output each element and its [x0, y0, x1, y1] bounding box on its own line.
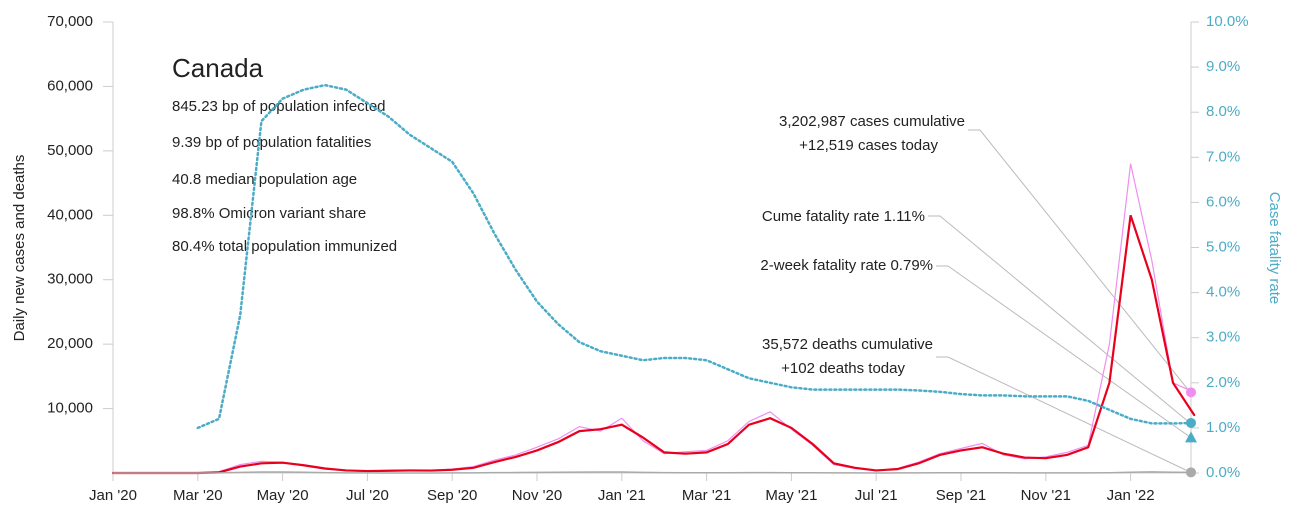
- y2-tick-label: 6.0%: [1206, 193, 1240, 210]
- y2-axis-label: Case fatality rate: [1266, 192, 1283, 305]
- x-tick-label: Jul '21: [855, 487, 898, 504]
- leader-line: [928, 215, 1191, 424]
- leader-lines: [928, 129, 1191, 473]
- y2-tick-label: 3.0%: [1206, 329, 1240, 346]
- series-line: [111, 214, 1196, 475]
- y-tick-label: 60,000: [47, 77, 93, 94]
- y2-tick-label: 8.0%: [1206, 103, 1240, 120]
- chart-title: Canada: [172, 53, 264, 83]
- y-tick-label: 10,000: [47, 400, 93, 417]
- y-tick-label: 20,000: [47, 335, 93, 352]
- y2-tick-label: 7.0%: [1206, 148, 1240, 165]
- end-marker: [1186, 467, 1196, 478]
- x-tick-label: Sep '20: [427, 487, 477, 504]
- x-tick-label: May '21: [765, 487, 817, 504]
- leader-line: [936, 356, 1191, 473]
- y-tick-label: 30,000: [47, 271, 93, 288]
- x-tick-label: Mar '21: [682, 487, 732, 504]
- annotation: 2-week fatality rate 0.79%: [760, 257, 933, 274]
- x-tick-label: Jan '22: [1107, 487, 1155, 504]
- x-tick-label: Jan '20: [89, 487, 137, 504]
- x-tick-label: Sep '21: [936, 487, 986, 504]
- end-marker: [1185, 431, 1197, 443]
- annotation: Cume fatality rate 1.11%: [762, 208, 925, 225]
- x-tick-label: Nov '21: [1021, 487, 1071, 504]
- stat: 98.8% Omicron variant share: [172, 205, 366, 222]
- annotation: 3,202,987 cases cumulative: [779, 113, 965, 130]
- y2-tick-label: 5.0%: [1206, 238, 1240, 255]
- y2-tick-label: 1.0%: [1206, 419, 1240, 436]
- end-marker: [1186, 387, 1196, 398]
- y-axis-label: Daily new cases and deaths: [11, 155, 28, 342]
- x-tick-label: Mar '20: [173, 487, 223, 504]
- annotation: +12,519 cases today: [799, 137, 938, 154]
- y2-tick-label: 9.0%: [1206, 58, 1240, 75]
- stat: 40.8 median population age: [172, 171, 357, 188]
- y2-tick-label: 4.0%: [1206, 284, 1240, 301]
- x-tick-label: May '20: [257, 487, 309, 504]
- y2-tick-label: 0.0%: [1206, 464, 1240, 481]
- annotation: +102 deaths today: [781, 360, 905, 377]
- y2-tick-label: 2.0%: [1206, 374, 1240, 391]
- y-tick-label: 70,000: [47, 13, 93, 30]
- y-tick-label: 40,000: [47, 206, 93, 223]
- series-line: [196, 83, 1196, 430]
- x-tick-label: Nov '20: [512, 487, 562, 504]
- stat: 845.23 bp of population infected: [172, 98, 386, 115]
- annotation: 35,572 deaths cumulative: [762, 336, 933, 353]
- stat: 9.39 bp of population fatalities: [172, 134, 371, 151]
- x-tick-label: Jan '21: [598, 487, 646, 504]
- y-tick-label: 50,000: [47, 142, 93, 159]
- y2-tick-label: 10.0%: [1206, 13, 1249, 30]
- stat: 80.4% total population immunized: [172, 238, 397, 255]
- x-tick-label: Jul '20: [346, 487, 389, 504]
- end-marker: [1186, 417, 1196, 428]
- leader-line: [968, 129, 1191, 393]
- series-line: [112, 471, 1195, 474]
